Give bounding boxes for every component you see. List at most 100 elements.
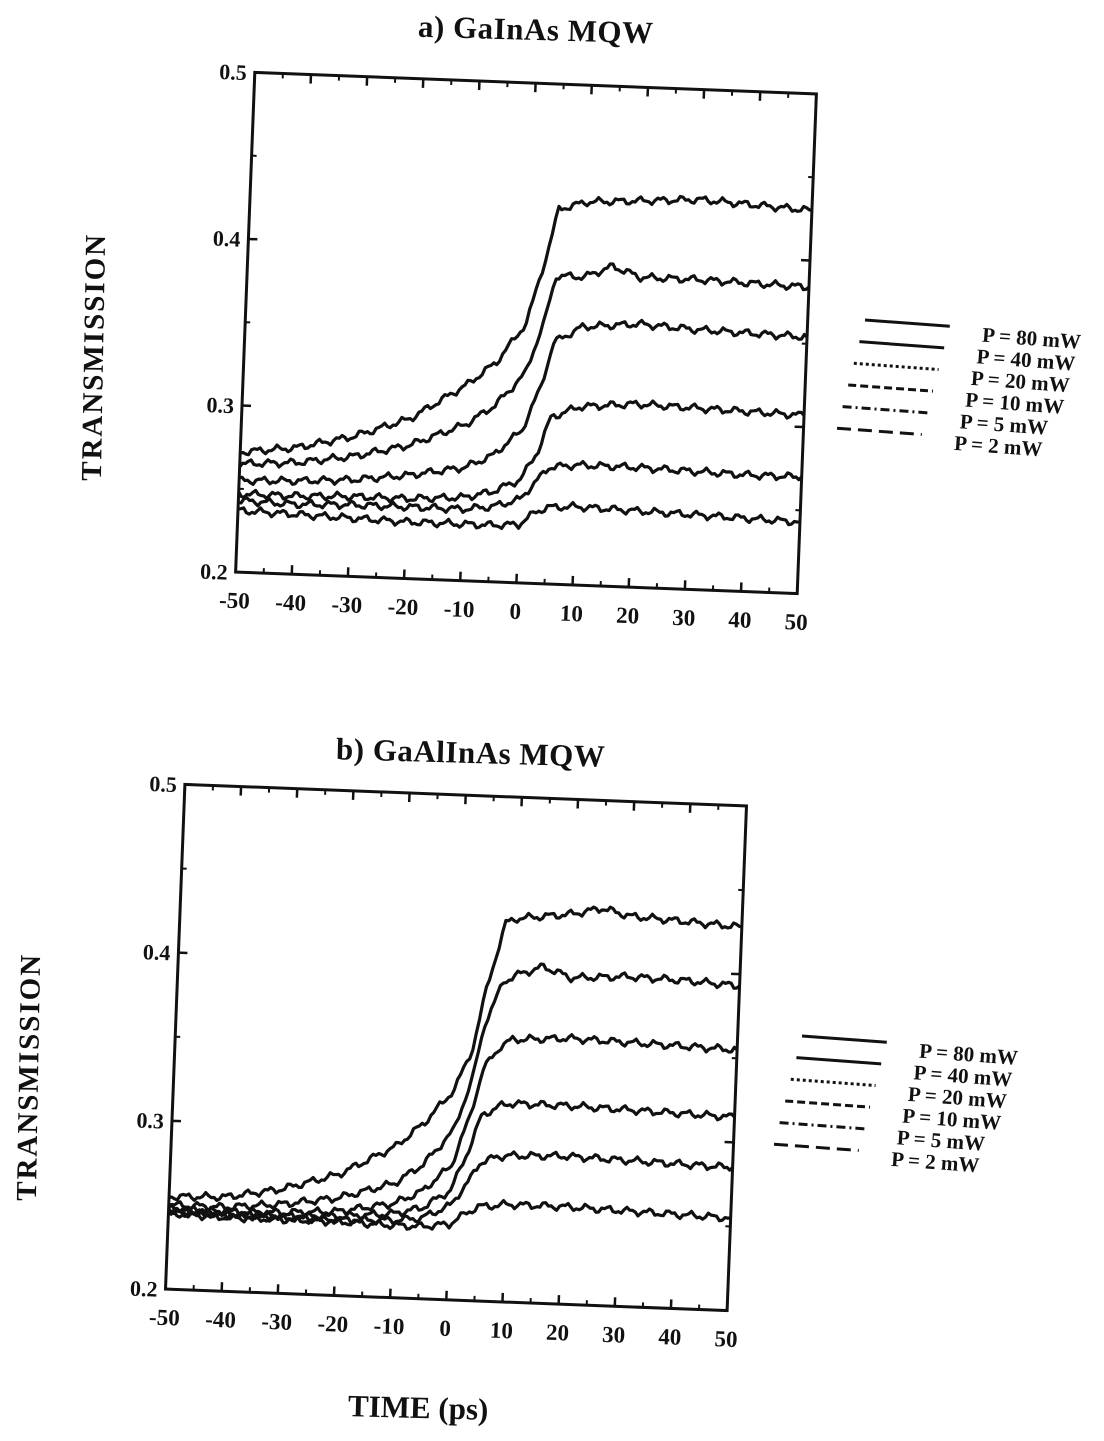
x-tick-label: 50: [714, 1326, 738, 1352]
x-minor-tick: [361, 791, 383, 1297]
x-tick: [669, 803, 692, 1309]
series-line: [167, 962, 741, 1213]
y-tick-label: 0.2: [130, 1276, 158, 1302]
x-minor-tick: [248, 787, 271, 1293]
legend-swatch: [842, 405, 928, 415]
y-tick-label: 0.4: [142, 939, 170, 965]
x-tick-label: 20: [546, 1320, 570, 1346]
y-minor-tick: [181, 867, 744, 892]
y-minor-tick: [238, 487, 801, 512]
x-tick-label: 30: [672, 605, 696, 631]
x-axis-label: TIME (ps): [347, 1388, 489, 1427]
plot-area: -50 -40 -30 -20 -10 0 10 20 30 40 50 0.2 0.3 0.4 0.5: [130, 771, 749, 1352]
y-tick: [235, 570, 798, 595]
series-line: [237, 399, 806, 504]
x-tick-label: -40: [275, 590, 307, 616]
x-tick: [571, 85, 594, 586]
plot-area: -50 -40 -30 -20 -10 0 10 20 30 40 50 0.2 0.3 0.4 0.5: [200, 59, 818, 635]
x-tick-label: -30: [261, 1309, 293, 1335]
x-tick: [388, 792, 411, 1298]
legend: P = 80 mWP = 40 mWP = 20 mWP = 10 mWP = …: [836, 318, 1082, 461]
x-tick-label: 0: [439, 1316, 451, 1341]
series-line: [239, 318, 809, 486]
legend-swatch: [773, 1142, 859, 1152]
y-tick-label: 0.5: [219, 59, 247, 85]
y-tick-label: 0.3: [206, 392, 234, 418]
x-minor-tick: [192, 785, 214, 1291]
x-minor-tick: [304, 789, 327, 1295]
x-minor-tick: [768, 92, 790, 593]
x-tick: [276, 788, 299, 1294]
x-tick-label: -20: [317, 1311, 349, 1337]
legend-swatch: [785, 1099, 871, 1109]
legend-swatch: [836, 426, 922, 436]
y-minor-tick: [245, 321, 807, 345]
legend: P = 80 mWP = 40 mWP = 20 mWP = 10 mWP = …: [773, 1034, 1019, 1177]
x-tick: [402, 78, 425, 579]
y-tick: [171, 1119, 734, 1144]
x-tick: [557, 799, 580, 1305]
series-line: [238, 262, 810, 469]
y-minor-tick: [251, 154, 814, 179]
x-tick: [290, 74, 313, 575]
y-tick: [165, 1287, 728, 1312]
y-tick: [184, 783, 747, 808]
series-line: [239, 194, 813, 457]
x-tick-label: -50: [149, 1304, 181, 1330]
y-axis-label: TRANSMISSION: [11, 953, 47, 1202]
x-tick-label: -50: [219, 587, 251, 613]
chart-b: -50 -40 -30 -20 -10 0 10 20 30 40 50 0.2 0.3 0.4 0.5 TR…: [11, 771, 1019, 1352]
x-minor-tick: [529, 798, 551, 1304]
legend-swatch: [853, 361, 939, 372]
x-tick: [515, 83, 537, 583]
x-tick: [445, 795, 467, 1300]
y-tick: [248, 237, 811, 262]
y-tick-label: 0.3: [136, 1107, 164, 1133]
legend-swatch: [864, 318, 950, 328]
series-line: [168, 1198, 731, 1231]
x-tick-label: 0: [509, 599, 521, 624]
y-tick: [178, 951, 741, 976]
x-tick: [164, 784, 187, 1290]
x-minor-tick: [473, 796, 495, 1301]
legend-label: P = 2 mW: [953, 431, 1043, 461]
x-minor-tick: [431, 79, 453, 580]
series-line: [237, 459, 803, 515]
chart-a: -50 -40 -30 -20 -10 0 10 20 30 40 50 0.2 0.3 0.4 0.5 TR…: [76, 59, 1082, 635]
y-tick: [241, 404, 804, 429]
x-minor-tick: [641, 802, 664, 1308]
x-tick: [683, 89, 706, 590]
x-minor-tick: [262, 73, 284, 574]
legend-swatch: [859, 340, 945, 350]
x-tick-label: 10: [559, 601, 583, 627]
x-tick: [458, 80, 481, 581]
y-tick: [254, 71, 817, 96]
y-tick-label: 0.4: [212, 226, 240, 252]
x-tick-label: 20: [616, 603, 640, 629]
series-line: [168, 905, 743, 1203]
x-tick-label: -30: [331, 592, 363, 618]
x-tick: [725, 805, 748, 1311]
x-minor-tick: [585, 800, 608, 1306]
legend-swatch: [801, 1034, 887, 1044]
x-tick: [220, 786, 243, 1292]
x-tick-label: 30: [602, 1322, 626, 1348]
x-tick-label: -40: [205, 1307, 237, 1333]
x-tick-label: 50: [784, 609, 808, 635]
x-minor-tick: [543, 84, 565, 584]
x-minor-tick: [417, 794, 439, 1299]
legend-swatch: [796, 1056, 882, 1066]
x-tick: [795, 93, 818, 594]
x-tick: [332, 790, 355, 1296]
series-line: [167, 1150, 734, 1226]
legend-swatch: [848, 383, 934, 393]
x-tick: [613, 801, 636, 1307]
y-tick-label: 0.5: [149, 771, 177, 797]
y-tick-label: 0.2: [200, 559, 228, 585]
x-tick-label: -20: [387, 594, 419, 620]
x-minor-tick: [711, 90, 734, 591]
legend-label: P = 2 mW: [890, 1147, 980, 1177]
x-tick: [346, 76, 369, 577]
y-axis-label: TRANSMISSION: [76, 233, 112, 482]
